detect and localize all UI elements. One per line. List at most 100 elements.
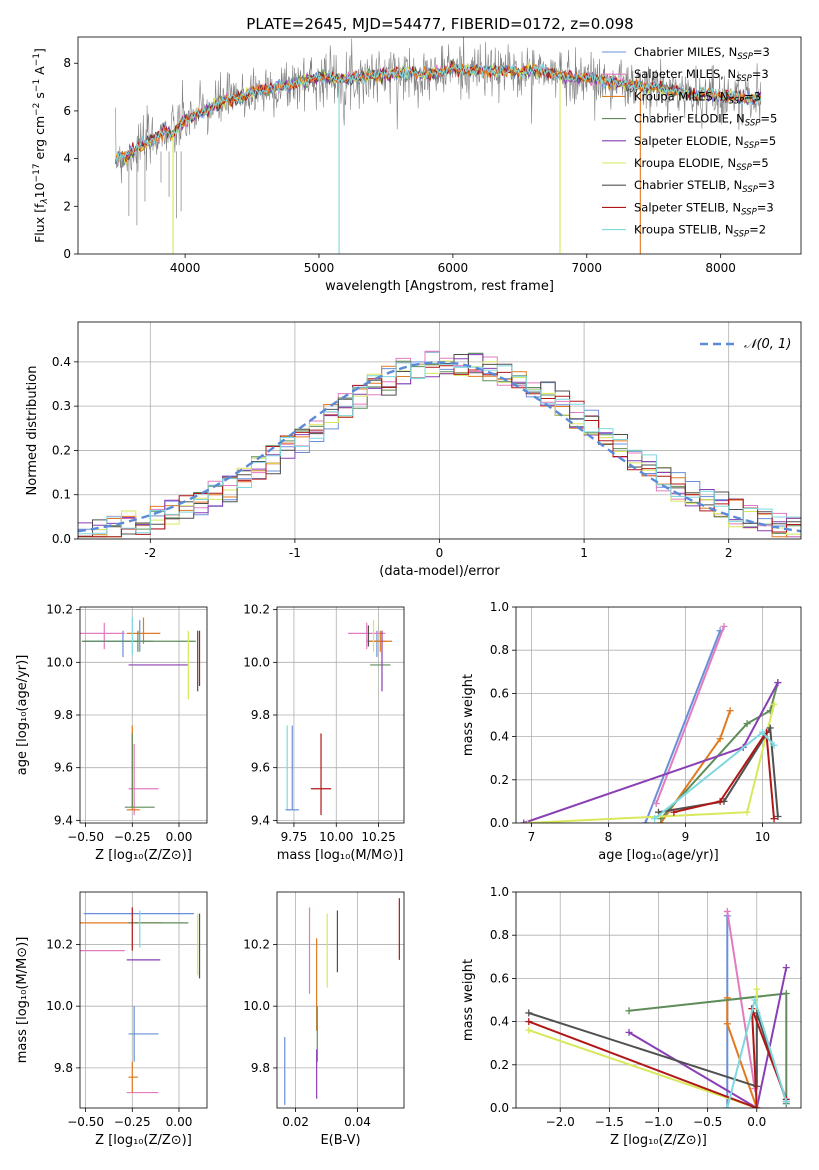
legend-rest: =5 [759,134,776,148]
y-axis-label: Normed distribution [25,366,40,496]
y-tick-label: 0 [63,247,71,261]
x-axis-label: Z [log₁₀(Z/Z⊙)] [610,1133,707,1148]
axes-frame [77,321,802,540]
legend-sub: SSP [737,52,753,62]
y-tick-label: 9.8 [54,1061,73,1075]
x-tick-label: 6000 [438,261,469,275]
x-tick-label: 0.04 [344,1115,371,1129]
y-tick-label: 10.2 [46,937,73,951]
y-tick-label: 0.2 [52,443,71,457]
x-tick-label: −0.5 [693,1115,722,1129]
legend-label: Salpeter MILES, NSSP=3 [634,67,769,84]
x-tick-label: 0.00 [166,1115,193,1129]
x-tick-label: -2 [144,546,156,560]
label-part: ] [32,48,47,53]
x-tick-label: 1 [580,546,588,560]
y-axis-label: age [log₁₀(age/yr)] [15,655,30,776]
mass-weight-vs-age-panel: 7 8 9 10 0.0 0.2 0.4 0.6 0.8 1.0 age [log₁₀(age/yr… [461,600,802,863]
y-tick-label: 10.0 [243,999,270,1013]
legend-rest: =3 [744,89,761,103]
y-tick-label: 9.4 [54,813,73,827]
y-tick-label: 0.0 [490,816,509,830]
legend-label: Kroupa ELODIE, NSSP=5 [634,156,769,173]
x-axis-label: Z [log₁₀(Z/Z⊙)] [95,848,192,863]
residual-histogram [78,362,801,535]
label-part: 10 [32,182,47,198]
mass-vs-Z-panel: −0.50 −0.25 0.00 9.8 10.0 10.2 Z [log₁₀(Z/Z⊙)]… [15,891,208,1148]
spectrum-panel: 4000 5000 6000 7000 8000 0 2 4 6 8 wavelength [Ang… [32,36,802,294]
legend-label: Chabrier STELIB, NSSP=3 [634,178,775,195]
legend-label: Chabrier MILES, NSSP=3 [634,45,770,62]
legend-sub: SSP [729,96,745,106]
residuals-panel: -2 -1 0 1 2 0.0 0.1 0.2 0.3 0.4 (data-model)/error… [25,321,802,579]
legend-label: Kroupa STELIB, NSSP=2 [634,223,766,240]
y-tick-label: 1.0 [490,885,509,899]
x-tick-label: 4000 [170,261,201,275]
y-tick-label: 0.3 [52,399,71,413]
x-tick-label: −1.5 [595,1115,624,1129]
axes-frame [276,891,405,1109]
x-axis-label: Z [log₁₀(Z/Z⊙)] [95,1133,192,1148]
x-tick-label: −0.50 [67,1115,104,1129]
spectrum-plot-area [115,37,762,254]
x-tick-label: 7 [528,830,536,844]
y-tick-label: 10.2 [243,937,270,951]
y-tick-label: 9.4 [251,813,270,827]
model-spectrum-line [115,62,762,162]
y-axis-label: Flux [fλ10−17 erg cm−2 s−1 A−1] [32,48,50,243]
x-tick-label: 10 [755,830,770,844]
axes-frame [515,891,802,1109]
y-tick-label: 0.8 [490,928,509,942]
y-tick-label: 10.0 [243,655,270,669]
y-tick-label: 0.0 [52,532,71,546]
label-part: Flux [f [32,203,47,243]
legend-rest: =3 [757,200,774,214]
x-tick-label: 9.75 [281,830,308,844]
x-tick-label: 0.0 [747,1115,766,1129]
legend-rest: =2 [749,223,766,237]
label-part: −1 [32,79,42,92]
axes-frame [515,606,802,824]
y-tick-label: 2 [63,199,71,213]
y-tick-label: 10.0 [46,999,73,1013]
legend-sub: SSP [742,185,758,195]
x-tick-label: 10.00 [319,830,353,844]
legend-label: Salpeter STELIB, NSSP=3 [634,200,774,217]
label-part: λ [40,198,50,204]
weight-line [644,630,722,823]
label-part: s [32,92,47,103]
normal-reference-curve [78,361,801,533]
y-tick-label: 9.8 [54,708,73,722]
axes-frame [276,606,405,824]
y-tick-label: 0.4 [490,1015,509,1029]
weight-line [726,911,756,1089]
legend-label: Salpeter ELODIE, NSSP=5 [634,134,776,151]
legend-rest: =3 [752,67,769,81]
mass-vs-Z-plot-area [80,892,207,1108]
x-tick-label: 9 [682,830,690,844]
legend-sub: SSP [741,207,757,217]
y-tick-label: 0.4 [490,730,509,744]
x-tick-label: −0.50 [67,830,104,844]
y-tick-label: 0.2 [490,773,509,787]
weight-line [658,724,779,817]
weight-line [628,967,788,1108]
y-axis-label: mass weight [461,674,476,756]
legend-sub: SSP [734,230,750,240]
y-tick-label: 10.2 [243,603,270,617]
y-tick-label: 9.8 [251,708,270,722]
y-tick-label: 9.6 [54,761,73,775]
y-tick-label: 0.1 [52,488,71,502]
x-tick-label: −0.25 [114,1115,151,1129]
legend-rest: =5 [760,112,777,126]
legend-rest: =3 [758,178,775,192]
weight-line [660,682,779,820]
legend-sub: SSP [736,74,752,84]
y-tick-label: 0.2 [490,1058,509,1072]
mass-vs-EBV-panel: 0.02 0.04 9.8 10.0 10.2 E(B-V) [243,891,405,1148]
x-tick-label: −2.0 [546,1115,575,1129]
mass-weight-vs-Z-panel: −2.0 −1.5 −1.0 −0.5 0.0 0.0 0.2 0.4 0.6 0.8 1.0 Z [… [461,885,802,1148]
x-axis-label: (data-model)/error [379,564,500,579]
y-tick-label: 9.6 [251,761,270,775]
